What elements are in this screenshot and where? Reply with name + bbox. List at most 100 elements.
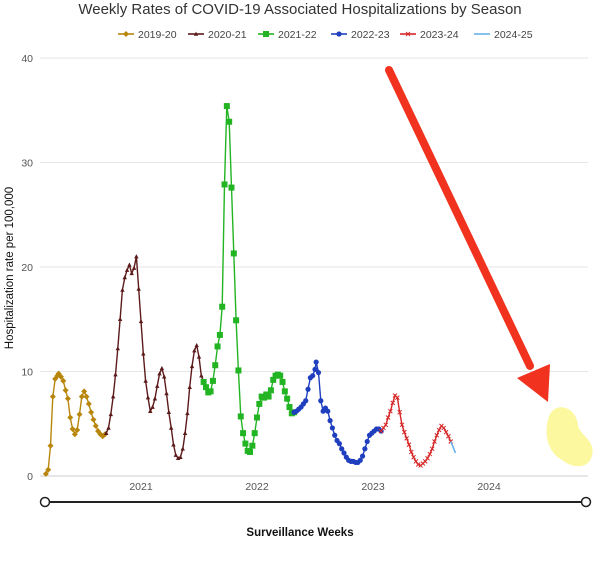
data-point <box>157 371 162 376</box>
data-point <box>339 446 345 452</box>
data-point <box>427 451 433 457</box>
data-point <box>155 383 160 388</box>
legend-swatch-marker <box>263 31 269 37</box>
data-point <box>310 373 316 379</box>
data-point <box>219 303 226 310</box>
legend-label: 2019-20 <box>138 29 177 41</box>
legend-item[interactable]: 2023-24 <box>400 29 459 41</box>
range-slider[interactable] <box>39 496 592 508</box>
x-tick-label: 2023 <box>361 481 385 493</box>
data-point <box>247 448 254 455</box>
chart-title: Weekly Rates of COVID-19 Associated Hosp… <box>78 1 521 18</box>
data-point <box>404 436 409 441</box>
data-point <box>81 388 88 395</box>
data-point <box>305 386 311 392</box>
data-point <box>315 369 322 376</box>
data-point <box>67 414 74 421</box>
data-point <box>432 439 437 444</box>
data-point <box>303 398 309 404</box>
range-slider-left-handle[interactable] <box>39 496 51 508</box>
data-point <box>60 377 67 384</box>
data-point <box>228 184 235 191</box>
legend-swatch-marker <box>405 31 411 37</box>
legend-item[interactable]: 2022-23 <box>331 29 390 41</box>
data-point <box>69 425 76 432</box>
data-point <box>49 393 56 400</box>
y-tick-label: 40 <box>21 53 33 65</box>
legend-label: 2024-25 <box>494 29 533 41</box>
legend-item[interactable]: 2020-21 <box>188 29 247 41</box>
data-point <box>62 387 69 394</box>
data-point <box>318 398 324 404</box>
data-point <box>329 425 335 431</box>
data-point <box>42 470 49 477</box>
data-point <box>223 103 230 110</box>
data-point <box>378 428 384 434</box>
data-point <box>265 393 272 400</box>
y-tick-label: 20 <box>21 262 33 274</box>
legend: 2019-20 2020-21 2021-22 2022-23 2023-24 2024-… <box>118 29 533 41</box>
data-point <box>281 388 288 395</box>
data-point <box>336 441 342 447</box>
data-point <box>327 418 333 424</box>
legend-item[interactable]: 2024-25 <box>474 29 533 41</box>
range-slider-right-handle[interactable] <box>580 496 592 508</box>
data-point <box>47 442 54 449</box>
data-point <box>148 408 153 414</box>
data-point <box>129 270 134 276</box>
arrow-shaft <box>385 66 534 370</box>
data-point <box>171 442 176 447</box>
data-point <box>189 363 195 369</box>
data-point <box>78 393 85 400</box>
data-point <box>164 391 169 396</box>
legend-item[interactable]: 2019-20 <box>118 29 177 41</box>
data-point <box>122 275 127 280</box>
gridlines <box>40 57 588 477</box>
series-group <box>42 103 457 477</box>
data-point <box>152 396 158 401</box>
data-point <box>237 413 244 420</box>
data-point <box>251 430 258 437</box>
data-point <box>113 372 118 377</box>
series-2023-24 <box>378 393 454 468</box>
series-2019-20 <box>42 370 109 477</box>
data-point <box>57 373 64 380</box>
data-point <box>226 118 233 125</box>
data-point <box>150 404 155 409</box>
data-point <box>390 400 396 406</box>
data-point <box>199 373 204 378</box>
data-point <box>120 287 125 292</box>
data-point <box>209 377 216 384</box>
data-point <box>240 430 247 437</box>
data-point <box>138 318 144 324</box>
data-point <box>397 409 403 415</box>
legend-label: 2023-24 <box>420 29 459 41</box>
data-point <box>443 429 449 435</box>
data-point <box>260 394 267 401</box>
data-point <box>406 442 412 448</box>
data-point <box>64 395 71 402</box>
data-point <box>115 346 120 351</box>
legend-swatch-marker <box>336 31 342 37</box>
data-point <box>233 317 240 324</box>
data-point <box>399 422 405 428</box>
data-point <box>136 286 141 291</box>
data-point <box>216 331 223 338</box>
data-point <box>279 378 286 385</box>
data-point <box>185 410 190 416</box>
data-point <box>159 365 165 371</box>
y-tick-label: 0 <box>27 471 33 483</box>
x-tick-label: 2022 <box>245 481 269 493</box>
annotation <box>385 66 593 467</box>
data-point <box>413 459 419 464</box>
legend-item[interactable]: 2021-22 <box>258 29 317 41</box>
series-2021-22 <box>200 103 298 455</box>
data-point <box>162 374 167 379</box>
series-2022-23 <box>291 359 384 466</box>
data-point <box>411 454 416 460</box>
data-point <box>200 378 207 385</box>
y-axis-label: Hospitalization rate per 100,000 <box>4 187 16 349</box>
data-point <box>192 348 197 353</box>
